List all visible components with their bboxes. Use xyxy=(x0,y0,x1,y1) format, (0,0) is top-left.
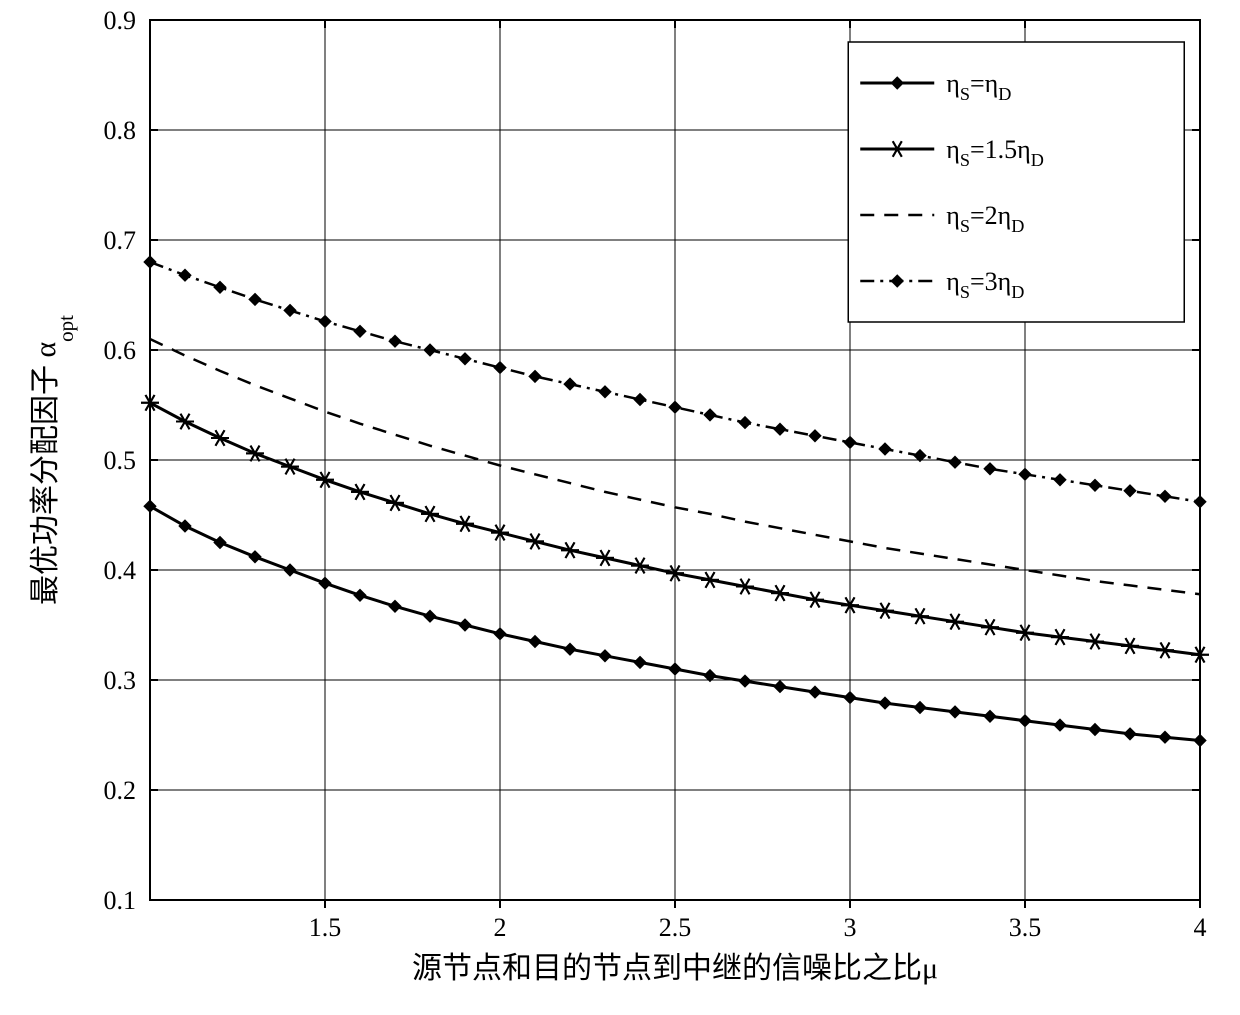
x-axis-label: 源节点和目的节点到中继的信噪比之比μ xyxy=(412,952,938,985)
y-tick-label: 0.6 xyxy=(104,336,137,365)
x-tick-label: 1.5 xyxy=(309,913,342,942)
x-tick-label: 2.5 xyxy=(659,913,692,942)
y-tick-label: 0.3 xyxy=(104,666,137,695)
y-tick-label: 0.9 xyxy=(104,6,137,35)
chart-svg: 1.5 2 2.5 3 3.5 4 0.1 0.2 0.3 0.4 0.5 0.6 0.7 0.8 0.9 源… xyxy=(0,0,1240,1015)
x-tick-label: 3 xyxy=(844,913,857,942)
legend: ηS=ηDηS=1.5ηDηS=2ηDηS=3ηD xyxy=(848,42,1184,322)
line-chart: 1.5 2 2.5 3 3.5 4 0.1 0.2 0.3 0.4 0.5 0.6 0.7 0.8 0.9 源… xyxy=(0,0,1240,1015)
x-tick-label: 3.5 xyxy=(1009,913,1042,942)
y-tick-label: 0.4 xyxy=(104,556,137,585)
y-tick-label: 0.5 xyxy=(104,446,137,475)
y-tick-label: 0.1 xyxy=(104,886,137,915)
y-tick-label: 0.2 xyxy=(104,776,137,805)
y-tick-label: 0.7 xyxy=(104,226,137,255)
x-tick-label: 4 xyxy=(1194,913,1207,942)
y-tick-label: 0.8 xyxy=(104,116,137,145)
x-tick-label: 2 xyxy=(494,913,507,942)
